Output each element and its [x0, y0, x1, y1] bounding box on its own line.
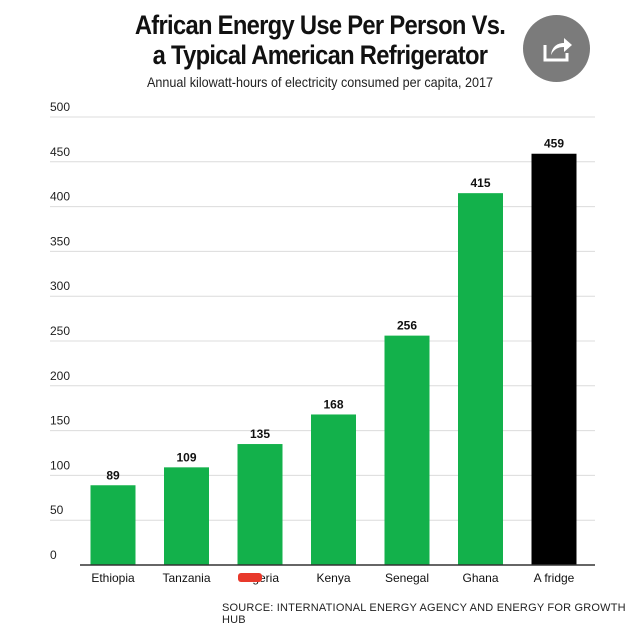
data-label: 89 — [106, 468, 120, 482]
x-tick-label: Kenya — [316, 571, 350, 585]
bar-senegal — [384, 335, 430, 565]
bar-kenya — [311, 414, 356, 565]
y-tick-label: 50 — [50, 503, 64, 517]
chart-subtitle: Annual kilowatt-hours of electricity con… — [147, 74, 493, 90]
y-tick-label: 100 — [50, 458, 70, 472]
data-label: 135 — [250, 427, 270, 441]
y-tick-label: 350 — [50, 234, 70, 248]
y-tick-label: 500 — [50, 100, 70, 114]
red-strikethrough-scribble — [238, 573, 262, 582]
data-label: 109 — [176, 450, 196, 464]
data-label: 459 — [544, 137, 564, 151]
bar-ghana — [458, 193, 503, 565]
share-icon — [543, 38, 572, 62]
y-tick-label: 200 — [50, 369, 70, 383]
y-tick-label: 250 — [50, 324, 70, 338]
chart-title-line1: African Energy Use Per Person Vs. — [134, 10, 506, 40]
y-tick-label: 0 — [50, 548, 57, 562]
x-tick-label: Ghana — [462, 571, 498, 585]
bar-nigeria — [237, 444, 283, 565]
data-label: 415 — [470, 176, 490, 190]
y-tick-label: 150 — [50, 414, 70, 428]
bar-a-fridge — [531, 153, 577, 565]
x-tick-label: Ethiopia — [91, 571, 135, 585]
y-tick-label: 450 — [50, 145, 70, 159]
data-label: 168 — [323, 397, 343, 411]
chart-title-line2: a Typical American Refrigerator — [152, 40, 488, 70]
bar-chart: 0 50 100 150 200 250 300 350 400 450 500 89 Ethiopia… — [50, 100, 595, 585]
x-tick-label: A fridge — [534, 571, 575, 585]
data-label: 256 — [397, 319, 417, 333]
source-note: SOURCE: INTERNATIONAL ENERGY AGENCY AND … — [222, 602, 626, 626]
x-tick-label: Tanzania — [162, 571, 210, 585]
x-tick-label: Senegal — [385, 571, 429, 585]
bar-tanzania — [164, 467, 209, 565]
y-tick-label: 400 — [50, 190, 70, 204]
y-tick-label: 300 — [50, 279, 70, 293]
share-button[interactable] — [523, 15, 590, 82]
bar-ethiopia — [90, 485, 136, 565]
